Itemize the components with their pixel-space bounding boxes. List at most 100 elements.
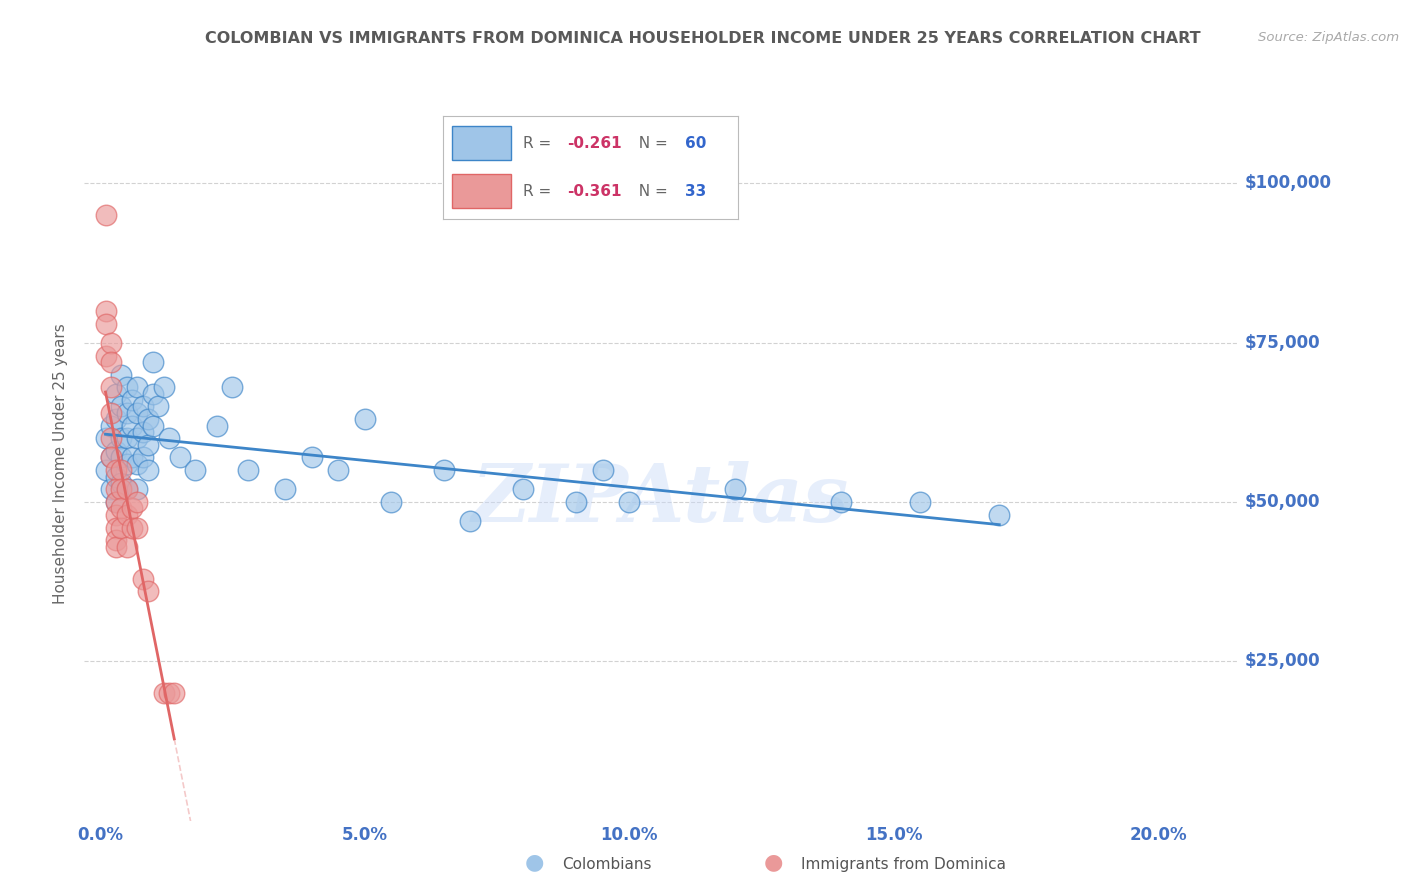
Point xyxy=(115,457,138,471)
Point xyxy=(830,495,852,509)
Point xyxy=(100,431,122,445)
Point xyxy=(142,386,165,401)
Point xyxy=(152,686,174,700)
Point xyxy=(105,386,128,401)
Text: R =: R = xyxy=(523,184,555,199)
Point xyxy=(592,463,614,477)
Point xyxy=(988,508,1011,522)
Point xyxy=(121,393,143,408)
Point xyxy=(136,463,159,477)
Point xyxy=(617,495,640,509)
Point xyxy=(274,483,297,497)
Point xyxy=(127,380,149,394)
Bar xyxy=(451,175,510,208)
Point xyxy=(94,349,117,363)
Point xyxy=(238,463,260,477)
Point xyxy=(724,483,747,497)
Y-axis label: Householder Income Under 25 years: Householder Income Under 25 years xyxy=(53,324,69,604)
Point xyxy=(110,475,132,490)
Point xyxy=(908,495,931,509)
Point xyxy=(131,400,153,414)
Text: COLOMBIAN VS IMMIGRANTS FROM DOMINICA HOUSEHOLDER INCOME UNDER 25 YEARS CORRELAT: COLOMBIAN VS IMMIGRANTS FROM DOMINICA HO… xyxy=(205,31,1201,46)
Point xyxy=(110,483,132,497)
Text: Colombians: Colombians xyxy=(562,857,652,872)
Point xyxy=(127,520,149,534)
Point xyxy=(127,457,149,471)
Point xyxy=(565,495,588,509)
Point xyxy=(105,540,128,554)
Point xyxy=(110,431,132,445)
Point xyxy=(221,380,243,394)
Text: -0.361: -0.361 xyxy=(567,184,621,199)
Point xyxy=(100,380,122,394)
Point xyxy=(115,540,138,554)
Point xyxy=(110,501,132,516)
Point xyxy=(110,400,132,414)
Point xyxy=(380,495,402,509)
Point xyxy=(121,450,143,465)
Point xyxy=(105,463,128,477)
Point xyxy=(115,508,138,522)
Text: Immigrants from Dominica: Immigrants from Dominica xyxy=(801,857,1007,872)
Point xyxy=(148,400,170,414)
Point xyxy=(433,463,456,477)
Point xyxy=(142,355,165,369)
Point xyxy=(100,406,122,420)
Point xyxy=(136,412,159,426)
Point xyxy=(110,368,132,382)
Point xyxy=(115,483,138,497)
Point xyxy=(94,317,117,331)
Point xyxy=(105,533,128,548)
Point xyxy=(110,520,132,534)
Point xyxy=(110,463,132,477)
Text: N =: N = xyxy=(628,184,672,199)
Text: $75,000: $75,000 xyxy=(1244,334,1320,351)
Point xyxy=(136,438,159,452)
Point xyxy=(131,425,153,439)
Point xyxy=(100,335,122,350)
Point xyxy=(94,431,117,445)
Text: Source: ZipAtlas.com: Source: ZipAtlas.com xyxy=(1258,31,1399,45)
Point xyxy=(100,483,122,497)
Point xyxy=(127,431,149,445)
Point xyxy=(94,208,117,222)
Bar xyxy=(451,126,510,160)
Text: N =: N = xyxy=(628,136,672,151)
Point xyxy=(105,495,128,509)
Point xyxy=(301,450,323,465)
Point xyxy=(163,686,186,700)
Point xyxy=(110,450,132,465)
Point xyxy=(353,412,375,426)
Text: -0.261: -0.261 xyxy=(567,136,621,151)
Text: R =: R = xyxy=(523,136,555,151)
Point xyxy=(142,418,165,433)
Point xyxy=(100,355,122,369)
Point xyxy=(94,304,117,318)
Text: 33: 33 xyxy=(685,184,706,199)
Point xyxy=(115,380,138,394)
Point xyxy=(105,444,128,458)
Text: 60: 60 xyxy=(685,136,706,151)
Point xyxy=(115,431,138,445)
Point xyxy=(131,572,153,586)
Point xyxy=(121,501,143,516)
Point xyxy=(157,431,180,445)
Point xyxy=(100,450,122,465)
Point xyxy=(100,418,122,433)
Point xyxy=(115,406,138,420)
Point xyxy=(152,380,174,394)
Point xyxy=(127,495,149,509)
Point xyxy=(169,450,191,465)
Text: ●: ● xyxy=(524,853,544,872)
Point xyxy=(157,686,180,700)
Point xyxy=(105,483,128,497)
Point xyxy=(460,514,482,528)
Point xyxy=(136,584,159,599)
Point xyxy=(105,508,128,522)
Point xyxy=(127,483,149,497)
Point xyxy=(121,520,143,534)
Point xyxy=(512,483,534,497)
Point xyxy=(100,450,122,465)
Point xyxy=(105,520,128,534)
Point xyxy=(328,463,350,477)
